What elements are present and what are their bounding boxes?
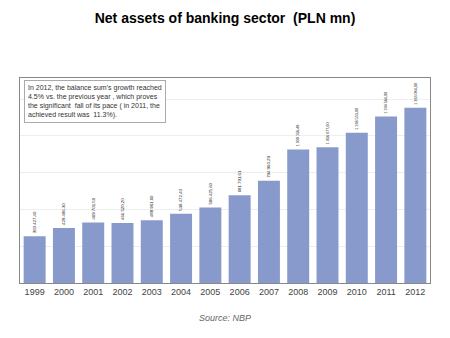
svg-text:469 701,50: 469 701,50 [91,197,96,219]
svg-text:586 425,60: 586 425,60 [208,182,213,204]
svg-text:In 2012, the balance sum’s gro: In 2012, the balance sum’s growth reache… [28,84,162,119]
svg-text:538 472,40: 538 472,40 [178,189,183,211]
svg-text:2002: 2002 [112,287,132,297]
svg-text:2006: 2006 [230,287,250,297]
svg-text:Source: NBP: Source: NBP [199,313,251,323]
svg-text:488 961,60: 488 961,60 [149,195,154,217]
svg-text:794 960,29: 794 960,29 [266,156,271,178]
svg-text:2004: 2004 [171,287,191,297]
svg-text:428 486,30: 428 486,30 [61,203,66,225]
svg-text:1 294 564,00: 1 294 564,00 [384,92,388,114]
svg-text:2011: 2011 [376,287,395,297]
svg-text:2007: 2007 [259,287,279,297]
svg-text:2012: 2012 [405,287,425,297]
svg-text:1 056 677,00: 1 056 677,00 [326,123,330,145]
svg-text:2009: 2009 [317,287,337,297]
svg-text:363 427,40: 363 427,40 [32,211,37,233]
svg-text:2008: 2008 [288,287,308,297]
svg-text:2000: 2000 [54,287,74,297]
svg-text:2010: 2010 [347,287,367,297]
svg-text:1999: 1999 [25,287,45,297]
svg-text:466 520,20: 466 520,20 [120,198,125,220]
svg-text:2005: 2005 [200,287,220,297]
svg-text:2003: 2003 [142,287,162,297]
svg-text:Net assets of banking sector: Net assets of banking sector (PLN mn) [95,10,356,26]
svg-text:2001: 2001 [83,287,103,297]
svg-text:1 363 084,00: 1 363 084,00 [414,83,418,105]
svg-text:1 168 533,00: 1 168 533,00 [355,108,359,130]
svg-text:1 039 156,48: 1 039 156,48 [296,125,300,147]
svg-text:681 791,61: 681 791,61 [237,170,242,192]
